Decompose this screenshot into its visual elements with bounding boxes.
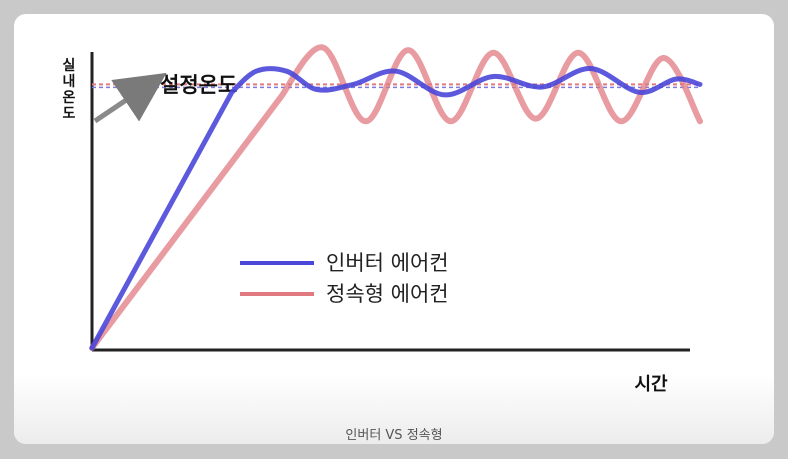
series-line-fixed — [89, 44, 703, 351]
y-axis-label-char: 실 — [63, 58, 76, 74]
y-axis-label-char: 온 — [63, 90, 76, 106]
y-axis-label-char: 내 — [63, 74, 76, 90]
annotation-text: 설정온도 — [160, 73, 237, 97]
x-axis-label: 시간 — [634, 374, 668, 395]
y-axis-label-char: 도 — [63, 106, 76, 122]
annotation-arrow — [93, 72, 167, 124]
legend-label-fixed: 정속형 에어컨 — [326, 282, 449, 306]
caption: 인버터 VS 정속형 — [345, 428, 443, 443]
series-line-inverter — [89, 66, 703, 351]
legend-label-inverter: 인버터 에어컨 — [326, 251, 449, 275]
